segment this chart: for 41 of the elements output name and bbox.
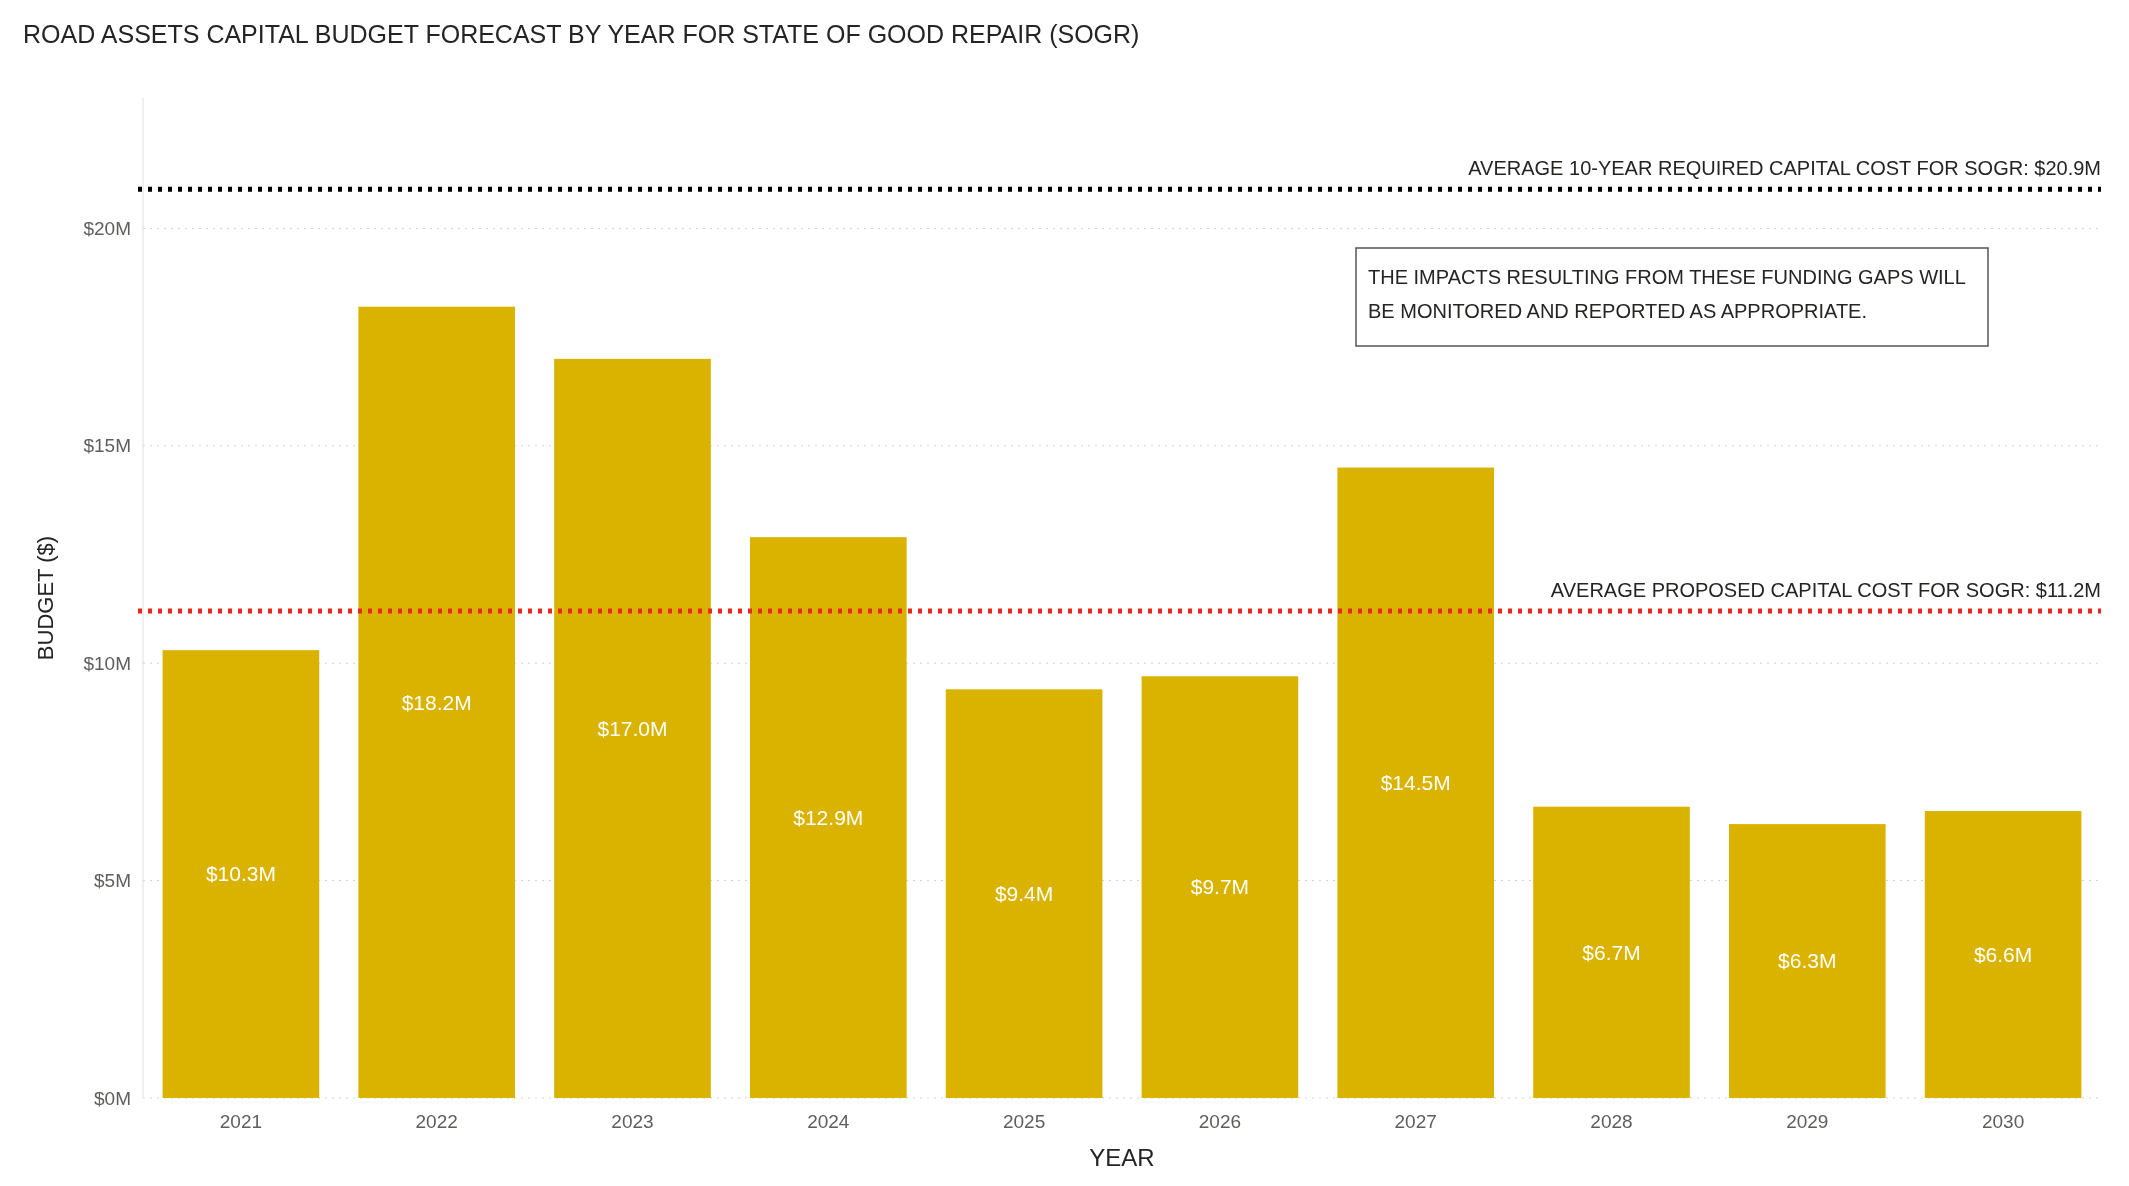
x-tick-label: 2023 [611,1111,654,1132]
data-label: $14.5M [1380,771,1451,795]
ref-line-label: AVERAGE 10-YEAR REQUIRED CAPITAL COST FOR SOGR: $20.9M [1468,157,2101,180]
x-tick-label: 2021 [219,1111,263,1132]
y-tick-label: $10M [83,652,131,674]
y-axis-title: BUDGET ($) [33,535,58,661]
data-label: $6.7M [1582,940,1641,964]
bar [1533,806,1690,1098]
data-label: $18.2M [401,690,472,714]
bar [554,358,711,1098]
y-tick-label: $5M [94,870,131,892]
x-tick-label: 2028 [1590,1111,1633,1132]
x-tick-label: 2022 [415,1111,458,1132]
data-label: $9.4M [994,882,1054,905]
bar [945,689,1103,1098]
x-tick-label: 2025 [1002,1111,1046,1132]
x-tick-label: 2030 [1981,1111,2025,1132]
data-label: $12.9M [793,805,864,829]
bar [1141,676,1299,1098]
data-label: $9.7M [1190,875,1250,899]
data-label: $6.6M [1973,942,2033,966]
x-tick-label: 2029 [1786,1111,1829,1132]
bar [162,650,320,1098]
bar [1337,467,1495,1098]
bar [1924,811,2082,1098]
bar [1728,824,1886,1098]
x-tick-label: 2024 [807,1111,850,1132]
data-label: $17.0M [597,716,668,740]
x-tick-label: 2026 [1198,1111,1242,1132]
bar [749,537,907,1098]
y-tick-label: $15M [83,435,131,457]
x-tick-label: 2027 [1394,1111,1437,1132]
y-tick-label: $20M [83,218,131,240]
ref-line-label: AVERAGE PROPOSED CAPITAL COST FOR SOGR: $11.2M [1550,579,2101,602]
y-tick-label: $0M [94,1087,131,1109]
data-label: $6.3M [1778,949,1837,973]
bar [358,306,516,1098]
data-label: $10.3M [205,862,276,886]
x-axis-title: YEAR [1089,1144,1155,1171]
chart-title: ROAD ASSETS CAPITAL BUDGET FORECAST BY YEAR FOR STATE OF GOOD REPAIR (SOGR) [23,20,1140,48]
annotation: THE IMPACTS RESULTING FROM THESE FUNDING GAPS WILL BE MONITORED AND REPORTED AS APPROPRIATE. [1368,266,1966,322]
